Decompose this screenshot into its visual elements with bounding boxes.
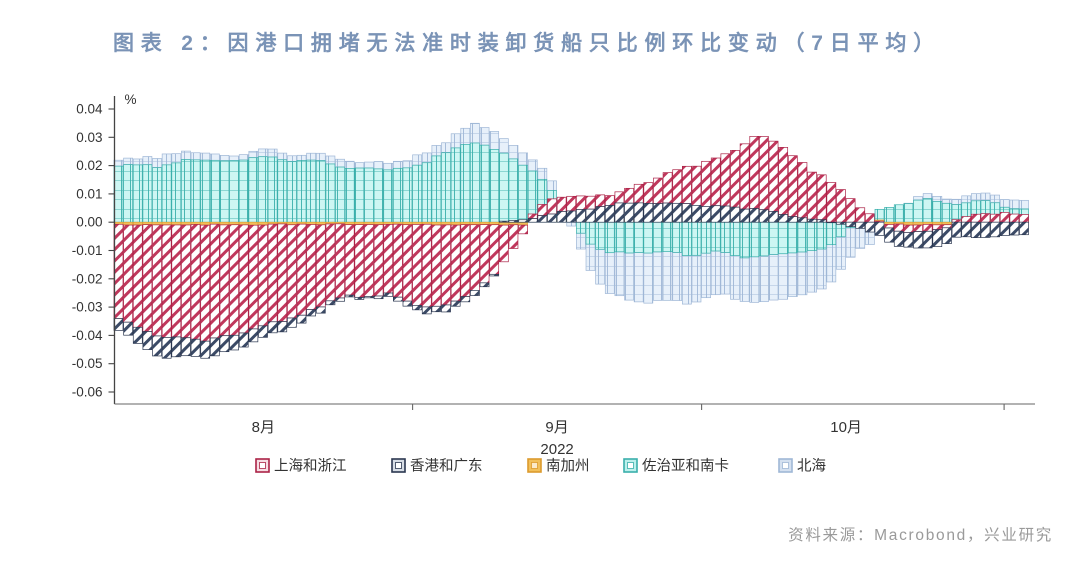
svg-text:8月: 8月: [252, 419, 275, 436]
svg-text:-0.06: -0.06: [72, 385, 103, 400]
svg-text:0.01: 0.01: [76, 186, 102, 201]
svg-text:0.03: 0.03: [76, 130, 102, 145]
svg-text:10月: 10月: [830, 419, 862, 436]
svg-text:-0.04: -0.04: [72, 328, 103, 343]
svg-text:2022: 2022: [540, 441, 573, 458]
svg-text:北海: 北海: [797, 458, 826, 475]
svg-text:0.00: 0.00: [76, 215, 102, 230]
svg-text:-0.02: -0.02: [72, 271, 103, 286]
svg-text:-0.01: -0.01: [72, 243, 103, 258]
svg-text:9月: 9月: [545, 419, 568, 436]
svg-text:南加州: 南加州: [546, 458, 590, 475]
svg-text:佐治亚和南卡: 佐治亚和南卡: [642, 458, 729, 475]
svg-text:上海和浙江: 上海和浙江: [274, 458, 347, 475]
svg-text:香港和广东: 香港和广东: [410, 458, 483, 475]
svg-text:-0.05: -0.05: [72, 356, 103, 371]
svg-text:0.04: 0.04: [76, 102, 103, 117]
svg-text:-0.03: -0.03: [72, 300, 103, 315]
svg-text:%: %: [125, 92, 137, 107]
svg-text:0.02: 0.02: [76, 158, 102, 173]
